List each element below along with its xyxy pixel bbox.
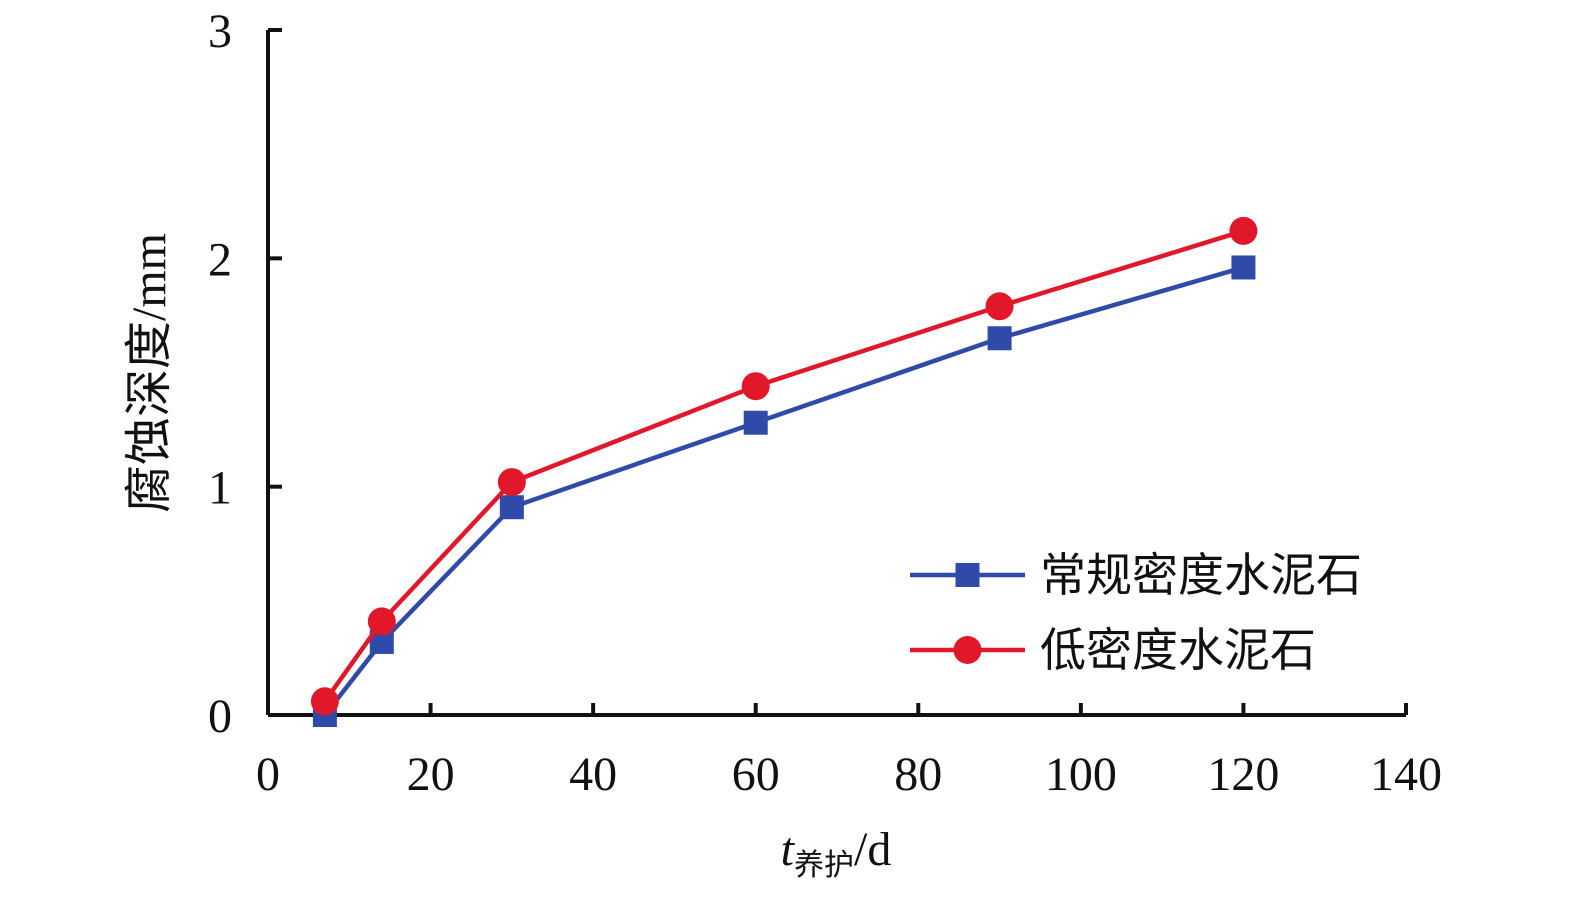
data-point-square (743, 410, 768, 435)
y-tick-label: 3 (208, 5, 232, 58)
legend-item: 低密度水泥石 (910, 625, 1316, 676)
legend-label: 低密度水泥石 (1040, 625, 1316, 676)
series-layer (310, 216, 1258, 727)
x-axis-title-variable: t (781, 823, 796, 876)
x-tick-label: 0 (256, 748, 280, 801)
data-point-circle (310, 687, 339, 716)
legend-marker-circle (953, 636, 982, 664)
series-line (323, 228, 1245, 703)
legend-label: 常规密度水泥石 (1040, 550, 1362, 601)
x-tick-label: 120 (1207, 748, 1279, 801)
x-tick-label: 40 (569, 748, 617, 801)
x-tick-label: 60 (732, 748, 780, 801)
series-1 (312, 255, 1256, 727)
x-tick-label: 80 (894, 748, 942, 801)
data-point-circle (985, 292, 1014, 321)
x-tick-label: 100 (1045, 748, 1117, 801)
y-tick-label: 0 (208, 690, 232, 743)
data-point-circle (367, 607, 396, 636)
data-point-circle (497, 468, 526, 497)
x-tick-label: 20 (407, 748, 455, 801)
series-line (323, 265, 1245, 717)
data-point-circle (1229, 216, 1258, 245)
data-point-square (987, 326, 1012, 351)
data-point-square (499, 495, 524, 520)
data-point-circle (741, 372, 770, 401)
legend-marker-square (955, 563, 980, 587)
y-tick-label: 1 (208, 462, 232, 515)
legend-item: 常规密度水泥石 (910, 550, 1362, 601)
x-axis-title-unit: /d (854, 823, 891, 876)
x-tick-label: 140 (1370, 748, 1442, 801)
y-tick-label: 2 (208, 233, 232, 286)
x-axis-title-subscript: 养护 (794, 849, 854, 882)
y-axis-title: 腐蚀深度/mm (123, 233, 176, 513)
x-axis-title: t养护/d (781, 823, 892, 882)
axes: 0 20 40 60 80 100 120 140 0 1 2 3 (208, 5, 1442, 801)
data-point-square (1231, 255, 1256, 280)
series-2 (310, 216, 1258, 716)
